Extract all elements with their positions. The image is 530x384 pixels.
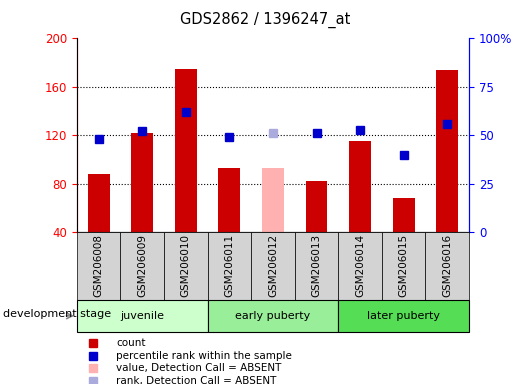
Text: later puberty: later puberty: [367, 311, 440, 321]
Bar: [295, 232, 338, 300]
Text: percentile rank within the sample: percentile rank within the sample: [116, 351, 292, 361]
Bar: [338, 300, 469, 332]
Text: GSM206011: GSM206011: [224, 234, 234, 298]
Bar: [218, 168, 240, 232]
Text: GSM206012: GSM206012: [268, 234, 278, 298]
Text: development stage: development stage: [3, 309, 111, 319]
Bar: [338, 232, 382, 300]
Bar: [251, 232, 295, 300]
Bar: [77, 232, 120, 300]
Bar: [88, 174, 110, 232]
Bar: [306, 181, 328, 232]
Text: GSM206014: GSM206014: [355, 234, 365, 298]
Text: GSM206013: GSM206013: [312, 234, 322, 298]
Bar: [120, 232, 164, 300]
Text: GSM206016: GSM206016: [442, 234, 452, 298]
Bar: [262, 168, 284, 232]
Bar: [208, 232, 251, 300]
Bar: [208, 300, 338, 332]
Text: GSM206010: GSM206010: [181, 234, 191, 298]
Bar: [175, 69, 197, 232]
Bar: [382, 232, 426, 300]
Text: GDS2862 / 1396247_at: GDS2862 / 1396247_at: [180, 12, 350, 28]
Text: juvenile: juvenile: [120, 311, 164, 321]
Text: GSM206008: GSM206008: [94, 234, 104, 298]
Text: early puberty: early puberty: [235, 311, 311, 321]
Text: GSM206009: GSM206009: [137, 234, 147, 298]
Bar: [349, 141, 371, 232]
Text: count: count: [116, 338, 146, 348]
Bar: [164, 232, 208, 300]
Bar: [131, 133, 153, 232]
Bar: [426, 232, 469, 300]
Bar: [77, 300, 208, 332]
Bar: [393, 199, 414, 232]
Text: value, Detection Call = ABSENT: value, Detection Call = ABSENT: [116, 363, 281, 373]
Bar: [436, 70, 458, 232]
Text: GSM206015: GSM206015: [399, 234, 409, 298]
Text: rank, Detection Call = ABSENT: rank, Detection Call = ABSENT: [116, 376, 277, 384]
